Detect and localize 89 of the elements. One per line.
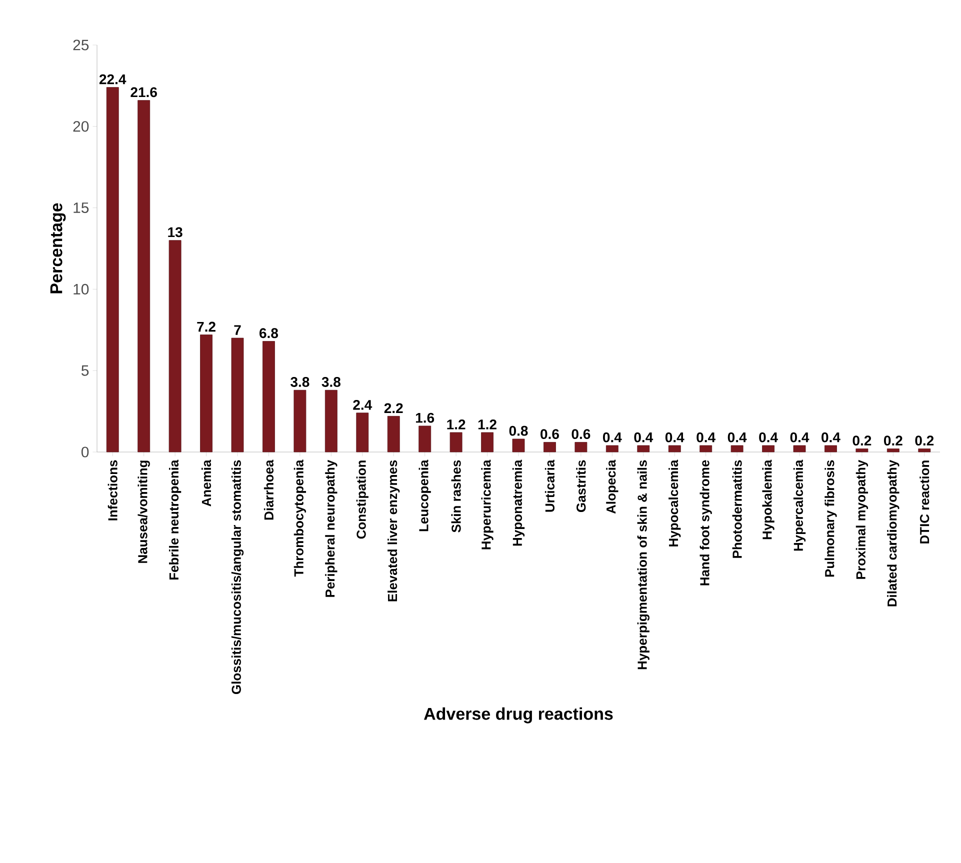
- bar: [387, 416, 400, 452]
- x-tick-label: Diarrhoea: [264, 460, 274, 520]
- y-axis-title: Percentage: [50, 203, 66, 294]
- bar: [324, 390, 338, 452]
- y-tick-label: 0: [81, 446, 89, 458]
- x-tick-label: Hypercalcemia: [793, 460, 806, 551]
- bar: [637, 445, 650, 452]
- bar: [200, 334, 212, 452]
- x-tick-label: Hyperuricemia: [481, 460, 494, 550]
- x-tick-label: Pulmonary fibrosis: [824, 460, 837, 577]
- bar: [450, 432, 462, 452]
- data-label: 0.2: [915, 436, 934, 446]
- bar: [481, 432, 494, 452]
- bar: [544, 442, 556, 452]
- data-label: 2.2: [384, 403, 403, 413]
- x-tick-label: Hyponatremia: [512, 460, 525, 546]
- data-label: 0.6: [540, 429, 559, 440]
- x-tick-label: DTIC reaction: [920, 460, 930, 544]
- bar: [418, 426, 432, 452]
- bar: [606, 445, 618, 452]
- bar: [262, 341, 275, 452]
- bar: [856, 448, 868, 452]
- data-label: 1.6: [416, 412, 434, 423]
- x-axis-title: Adverse drug reactions: [424, 707, 613, 724]
- bar: [793, 445, 806, 452]
- x-tick-label: Dilated cardiomyopathy: [887, 460, 900, 606]
- y-tick-label: 25: [73, 40, 89, 50]
- x-tick-label: Peripheral neuropathy: [325, 460, 338, 597]
- x-tick-label: Photodermatitis: [732, 460, 742, 558]
- data-label: 0.2: [852, 436, 872, 446]
- data-label: 1.2: [478, 419, 496, 430]
- bar: [730, 445, 744, 452]
- data-label: 22.4: [99, 74, 126, 84]
- data-label: 7.2: [197, 322, 216, 332]
- bar: [356, 412, 369, 452]
- data-label: 0.4: [634, 432, 654, 442]
- x-tick-label: Glossitis/mucositis/angular stomatitis: [231, 460, 244, 694]
- bar: [668, 445, 681, 452]
- data-label: 0.8: [509, 426, 528, 436]
- y-tick-label: 20: [73, 121, 89, 132]
- data-label: 13: [168, 227, 182, 238]
- data-label: 0.4: [759, 432, 778, 442]
- data-label: 2.4: [353, 400, 372, 410]
- bar: [106, 87, 119, 452]
- x-tick-label: Constipation: [356, 460, 368, 539]
- data-label: 7: [234, 325, 241, 335]
- x-tick-label: Anemia: [202, 460, 212, 506]
- data-label: 0.6: [572, 429, 590, 440]
- x-tick-label: Thrombocytopenia: [294, 460, 306, 577]
- data-label: 1.2: [447, 419, 466, 430]
- bar: [574, 442, 588, 452]
- x-tick-label: Alopecia: [606, 460, 618, 514]
- bar: [231, 338, 244, 452]
- x-tick-label: Skin rashes: [451, 460, 461, 532]
- data-label: 3.8: [322, 377, 340, 387]
- x-tick-label: Urticaria: [544, 460, 554, 512]
- x-tick-label: Hypocalcemia: [668, 460, 681, 546]
- x-tick-label: Infections: [108, 460, 118, 520]
- bar: [824, 445, 837, 452]
- data-label: 0.4: [665, 432, 684, 442]
- bar: [512, 438, 525, 452]
- data-label: 3.8: [290, 377, 310, 387]
- data-label: 0.4: [728, 432, 747, 442]
- bar: [168, 240, 182, 452]
- y-tick-label: 15: [74, 202, 89, 214]
- y-tick-label: 5: [81, 365, 89, 376]
- y-tick-label: 10: [74, 284, 89, 295]
- x-tick-label: Hypokalemia: [762, 460, 774, 540]
- data-label: 6.8: [260, 328, 278, 338]
- x-tick-label: Leucopenia: [418, 460, 431, 532]
- x-tick-label: Hand foot syndrome: [700, 460, 712, 586]
- x-tick-label: Febrile neutropenia: [168, 460, 182, 580]
- data-label: 0.4: [790, 432, 810, 442]
- data-label: 0.4: [822, 432, 840, 442]
- data-label: 0.4: [602, 432, 622, 442]
- x-tick-label: Elevated liver enzymes: [388, 460, 400, 602]
- bar: [886, 448, 900, 452]
- data-label: 0.4: [696, 432, 716, 442]
- data-label: 21.6: [130, 87, 157, 98]
- x-tick-label: Hyperpigmentation of skin & nails: [637, 460, 650, 670]
- bar: [138, 100, 150, 452]
- data-label: 0.2: [884, 436, 902, 446]
- x-tick-label: Gastritis: [576, 460, 586, 512]
- bar: [762, 445, 774, 452]
- bar: [700, 445, 712, 452]
- bar: [294, 390, 306, 452]
- bar: [918, 448, 931, 452]
- x-tick-label: Nausea/vomiting: [138, 460, 150, 563]
- x-tick-label: Proximal myopathy: [856, 460, 868, 579]
